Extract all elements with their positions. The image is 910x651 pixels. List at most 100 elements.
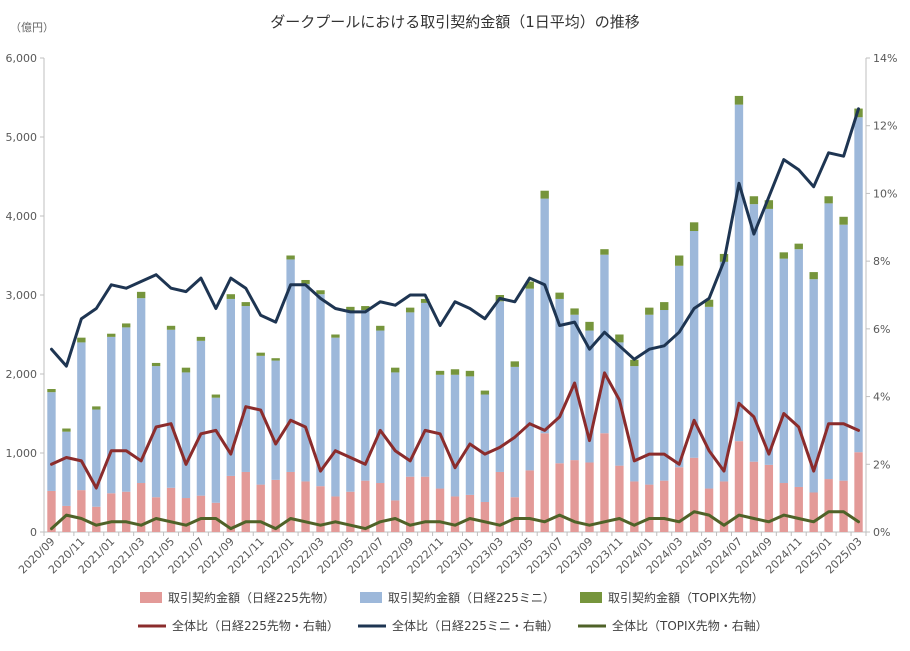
bar-nikkei225-mini xyxy=(465,376,475,495)
bar-nikkei225-mini xyxy=(376,330,385,484)
bar-nikkei225-futures xyxy=(92,506,101,532)
bar-nikkei225-mini xyxy=(660,310,669,481)
series-lines xyxy=(50,107,860,531)
bar-topix-futures xyxy=(316,290,325,295)
bar-topix-futures xyxy=(435,370,445,375)
left-tick-label: 6,000 xyxy=(6,52,38,65)
bar-nikkei225-futures xyxy=(480,501,490,532)
bar-nikkei225-futures xyxy=(226,475,236,532)
bar-nikkei225-mini xyxy=(794,249,803,487)
line-nikkei225-futures-share xyxy=(50,371,860,490)
bar-nikkei225-futures xyxy=(465,494,475,532)
bar-nikkei225-futures xyxy=(764,464,774,532)
bar-nikkei225-futures xyxy=(122,491,131,532)
bar-topix-futures xyxy=(151,362,161,367)
bar-topix-futures xyxy=(525,281,534,289)
bar-nikkei225-futures xyxy=(704,488,714,532)
right-tick-label: 4% xyxy=(873,391,890,404)
bar-nikkei225-futures xyxy=(570,460,579,532)
bar-topix-futures xyxy=(271,358,280,361)
bar-topix-futures xyxy=(809,272,818,280)
right-tick-label: 14% xyxy=(873,52,897,65)
chart-title: ダークプールにおける取引契約金額（1日平均）の推移 xyxy=(270,13,640,31)
bar-nikkei225-futures xyxy=(241,471,250,532)
bar-nikkei225-mini xyxy=(226,298,236,476)
bar-topix-futures xyxy=(615,334,624,343)
bar-nikkei225-futures xyxy=(555,463,564,532)
bar-nikkei225-mini xyxy=(585,330,594,463)
bar-nikkei225-futures xyxy=(376,483,385,532)
bar-nikkei225-mini xyxy=(181,372,191,499)
bar-topix-futures xyxy=(630,359,639,367)
bar-topix-futures xyxy=(540,190,549,199)
bar-topix-futures xyxy=(166,325,176,330)
bar-nikkei225-futures xyxy=(525,470,534,532)
bar-topix-futures xyxy=(794,243,803,250)
bar-nikkei225-futures xyxy=(361,480,370,532)
bar-nikkei225-mini xyxy=(704,306,714,489)
bar-topix-futures xyxy=(704,299,714,307)
bar-topix-futures xyxy=(510,361,519,367)
bar-topix-futures xyxy=(77,337,86,343)
left-tick-label: 5,000 xyxy=(6,131,38,144)
bar-topix-futures xyxy=(839,216,848,225)
bar-nikkei225-mini xyxy=(122,327,131,492)
bar-nikkei225-futures xyxy=(301,481,310,532)
bar-nikkei225-futures xyxy=(719,481,729,532)
bar-nikkei225-futures xyxy=(346,491,355,532)
bar-topix-futures xyxy=(480,390,490,395)
bar-nikkei225-mini xyxy=(301,283,310,482)
bar-nikkei225-futures xyxy=(166,487,176,532)
bar-nikkei225-mini xyxy=(151,366,161,498)
bar-nikkei225-futures xyxy=(749,461,759,532)
bar-nikkei225-mini xyxy=(450,374,460,497)
bar-nikkei225-futures xyxy=(450,496,460,532)
bar-nikkei225-futures xyxy=(809,492,818,532)
bar-nikkei225-mini xyxy=(525,288,534,471)
bar-nikkei225-futures xyxy=(630,481,639,532)
bar-nikkei225-mini xyxy=(510,366,519,498)
bar-nikkei225-futures xyxy=(151,497,161,532)
bar-nikkei225-mini xyxy=(62,431,71,506)
bar-nikkei225-mini xyxy=(316,294,325,487)
bar-topix-futures xyxy=(405,307,415,313)
bar-topix-futures xyxy=(824,196,833,204)
bar-nikkei225-mini xyxy=(495,301,505,472)
left-tick-label: 1,000 xyxy=(6,447,38,460)
bar-topix-futures xyxy=(331,334,340,338)
bar-nikkei225-futures xyxy=(600,433,609,532)
right-tick-label: 8% xyxy=(873,255,890,268)
legend-label: 取引契約金額（日経225先物） xyxy=(168,590,335,605)
bar-nikkei225-futures xyxy=(615,465,624,532)
bar-nikkei225-mini xyxy=(630,366,639,482)
bar-topix-futures xyxy=(346,306,355,311)
legend-label: 全体比（日経225ミニ・右軸） xyxy=(392,618,559,633)
bar-nikkei225-mini xyxy=(286,259,295,472)
bar-nikkei225-futures xyxy=(47,490,56,532)
bar-nikkei225-mini xyxy=(391,372,400,501)
bar-nikkei225-mini xyxy=(824,203,833,480)
bar-nikkei225-mini xyxy=(331,337,340,497)
bar-nikkei225-futures xyxy=(181,498,191,532)
bar-topix-futures xyxy=(211,394,221,398)
bar-nikkei225-futures xyxy=(839,480,848,532)
bar-nikkei225-mini xyxy=(107,336,116,494)
legend: 取引契約金額（日経225先物） 取引契約金額（日経225ミニ） 取引契約金額（TOP… xyxy=(138,590,768,633)
bar-nikkei225-mini xyxy=(211,397,221,503)
bar-nikkei225-mini xyxy=(809,279,818,493)
line-topix-futures-share xyxy=(50,510,860,531)
bar-nikkei225-futures xyxy=(435,488,445,532)
bar-nikkei225-mini xyxy=(405,312,415,477)
bar-topix-futures xyxy=(585,321,594,331)
left-tick-label: 4,000 xyxy=(6,210,38,223)
bar-nikkei225-futures xyxy=(824,479,833,532)
legend-label: 全体比（日経225先物・右軸） xyxy=(172,618,339,633)
bar-nikkei225-futures xyxy=(271,479,280,532)
bar-topix-futures xyxy=(107,333,116,337)
bar-nikkei225-mini xyxy=(540,198,549,434)
bar-nikkei225-mini xyxy=(854,117,863,453)
bar-topix-futures xyxy=(62,428,71,432)
bar-nikkei225-mini xyxy=(600,254,609,434)
